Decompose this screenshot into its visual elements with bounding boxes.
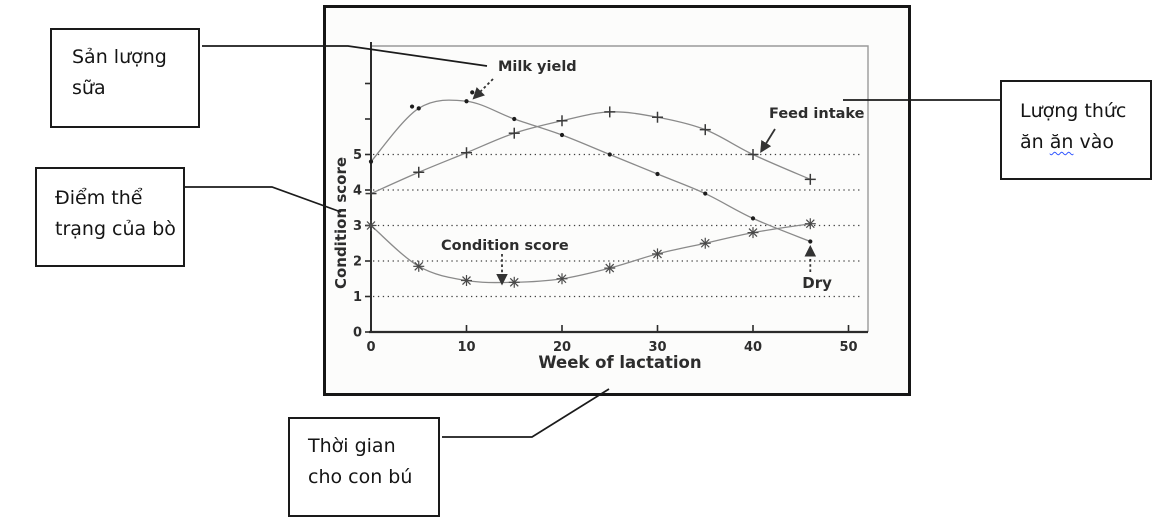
y-axis-title: Condition score <box>332 157 350 289</box>
callout-text-line: sữa <box>72 77 106 99</box>
callout-text-line: Sản lượng <box>72 46 167 68</box>
callout-text-word: vào <box>1073 131 1114 153</box>
scanned-chart-figure: 0 1 2 3 4 5 0 10 20 30 40 50 Week of lactation Condit… <box>323 5 911 396</box>
y-tick-label: 1 <box>353 290 362 305</box>
x-tick-label: 50 <box>839 340 857 355</box>
milk-yield-arrow <box>472 78 494 100</box>
x-axis-title: Week of lactation <box>538 353 701 372</box>
callout-text-line: cho con bú <box>308 466 413 488</box>
callout-text-line: Lượng thức <box>1020 100 1127 122</box>
curve-condition-score <box>370 223 811 284</box>
chart-label-milk-yield: Milk yield <box>498 59 577 75</box>
x-tick-label: 20 <box>553 340 571 355</box>
y-tick-label: 2 <box>353 255 362 270</box>
connector-condition-score <box>185 186 342 213</box>
callout-text-word: ăn <box>1020 131 1050 153</box>
markers-feed-intake <box>365 106 816 200</box>
callout-box-milk-yield: Sản lượng sữa <box>50 28 200 128</box>
x-tick-label: 30 <box>648 340 666 355</box>
plot-frame <box>371 45 869 332</box>
chart-label-condition-score: Condition score <box>441 238 569 254</box>
x-tick-label: 0 <box>366 340 375 355</box>
callout-box-condition-score: Điểm thể trạng của bò <box>35 167 185 267</box>
curve-feed-intake <box>370 111 811 195</box>
y-tick-label: 3 <box>353 219 362 234</box>
callout-text-line: ăn ăn vào <box>1020 127 1146 158</box>
callout-box-lactation-time: Thời gian cho con bú <box>288 417 440 517</box>
y-tick-label: 4 <box>353 184 362 199</box>
x-tick-label: 40 <box>744 340 762 355</box>
curve-milk-yield <box>370 99 811 243</box>
markers-condition-score <box>365 218 816 288</box>
chart-label-feed-intake: Feed intake <box>769 106 865 122</box>
feed-intake-arrow <box>760 128 776 153</box>
markers-milk-yield <box>368 90 813 244</box>
callout-text-line: Thời gian <box>308 435 396 457</box>
x-tick-label: 10 <box>457 340 475 355</box>
misspelled-word: ăn <box>1049 131 1074 153</box>
callout-text-line: Điểm thể <box>55 187 143 209</box>
y-tick-label: 5 <box>353 148 362 163</box>
connector-lactation-time <box>442 388 610 438</box>
y-tick-label: 0 <box>353 326 362 341</box>
callout-box-feed-intake: Lượng thức ăn ăn vào <box>1000 80 1152 180</box>
callout-text-line: trạng của bò <box>55 218 176 240</box>
chart-label-dry: Dry <box>802 274 832 292</box>
